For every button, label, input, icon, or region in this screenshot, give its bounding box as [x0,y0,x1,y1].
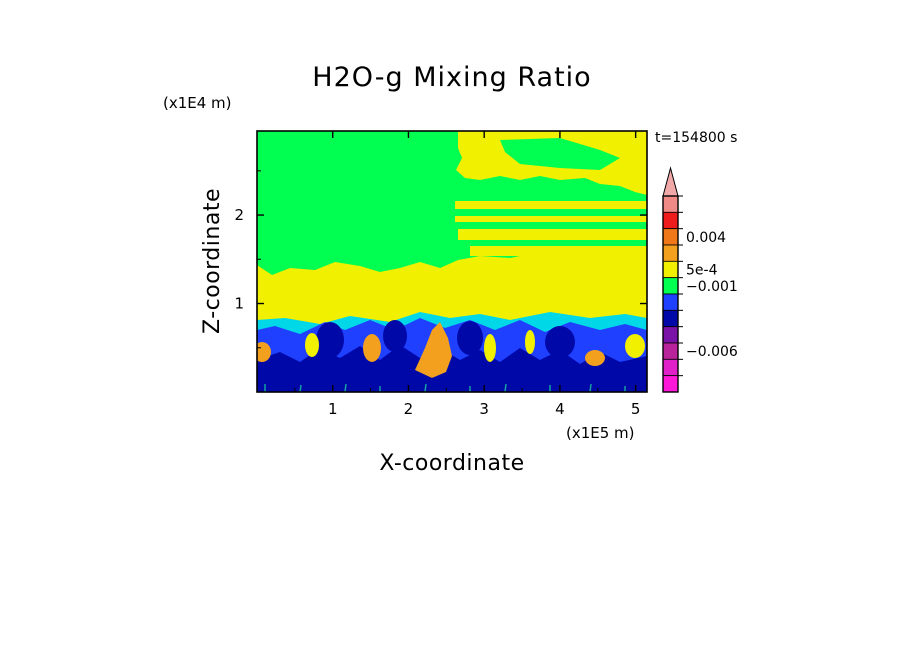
plot-frame [256,130,648,393]
x-axis-title: X-coordinate [379,451,524,476]
field-region-navy [545,326,575,358]
field-region-orange [363,334,381,362]
field-region-green-patch [500,138,620,170]
colorbar-label: 0.004 [686,230,726,246]
x-axis: 1 2 3 4 5 [294,131,641,418]
field-region-navy [383,320,407,352]
colorbar-swatch [662,260,679,279]
field-region-yellow [525,330,535,354]
y-tick-label: 1 [234,295,244,313]
colorbar-swatch [662,211,679,230]
x-tick-label: 5 [631,400,641,418]
colorbar-swatch [662,358,679,377]
x-tick-label: 3 [479,400,489,418]
plot-area [257,131,647,392]
field-band-yellow [455,201,647,209]
field-region-yellow [625,334,645,358]
field-region-orange [415,322,452,378]
field-region-orange [585,350,605,366]
field-region-navy [457,321,483,355]
x-tick-label: 1 [328,400,338,418]
colorbar-label: 5e-4 [686,263,718,279]
colorbar-swatch [662,326,679,344]
x-tick-label: 2 [404,400,414,418]
y-scale-label: (x1E4 m) [163,94,232,112]
field-region-yellow [484,334,496,362]
colorbar-frame [662,195,679,393]
y-axis-title: Z-coordinate [200,188,225,334]
colorbar-label: −0.001 [686,279,738,295]
colorbar-swatch [662,228,679,246]
field-band-yellow [455,216,647,222]
x-scale-label: (x1E5 m) [566,424,635,442]
y-tick-label: 2 [234,206,244,224]
field-region-teal-streaks [264,383,626,392]
colorbar-swatch [662,195,679,213]
field-region-yellow [305,333,319,357]
field-band-yellow [470,246,647,256]
colorbar-swatch [662,342,679,360]
x-tick-label: 4 [555,400,565,418]
chart-title: H2O-g Mixing Ratio [312,62,591,93]
y-axis: 12 [234,170,647,349]
colorbar-swatch [662,244,679,262]
colorbar: 0.004 5e-4−0.001 −0.006 [662,166,738,393]
colorbar-swatch [662,277,679,295]
time-label: t=154800 s [655,130,737,146]
colorbar-extension-arrow [662,166,679,197]
colorbar-swatch [662,375,679,393]
field-region-orange [257,342,271,362]
field-region-navy [316,322,344,358]
colorbar-swatch [662,293,679,311]
field-band-yellow [458,229,647,240]
colorbar-swatch [662,309,679,328]
colorbar-label: −0.006 [686,344,738,360]
